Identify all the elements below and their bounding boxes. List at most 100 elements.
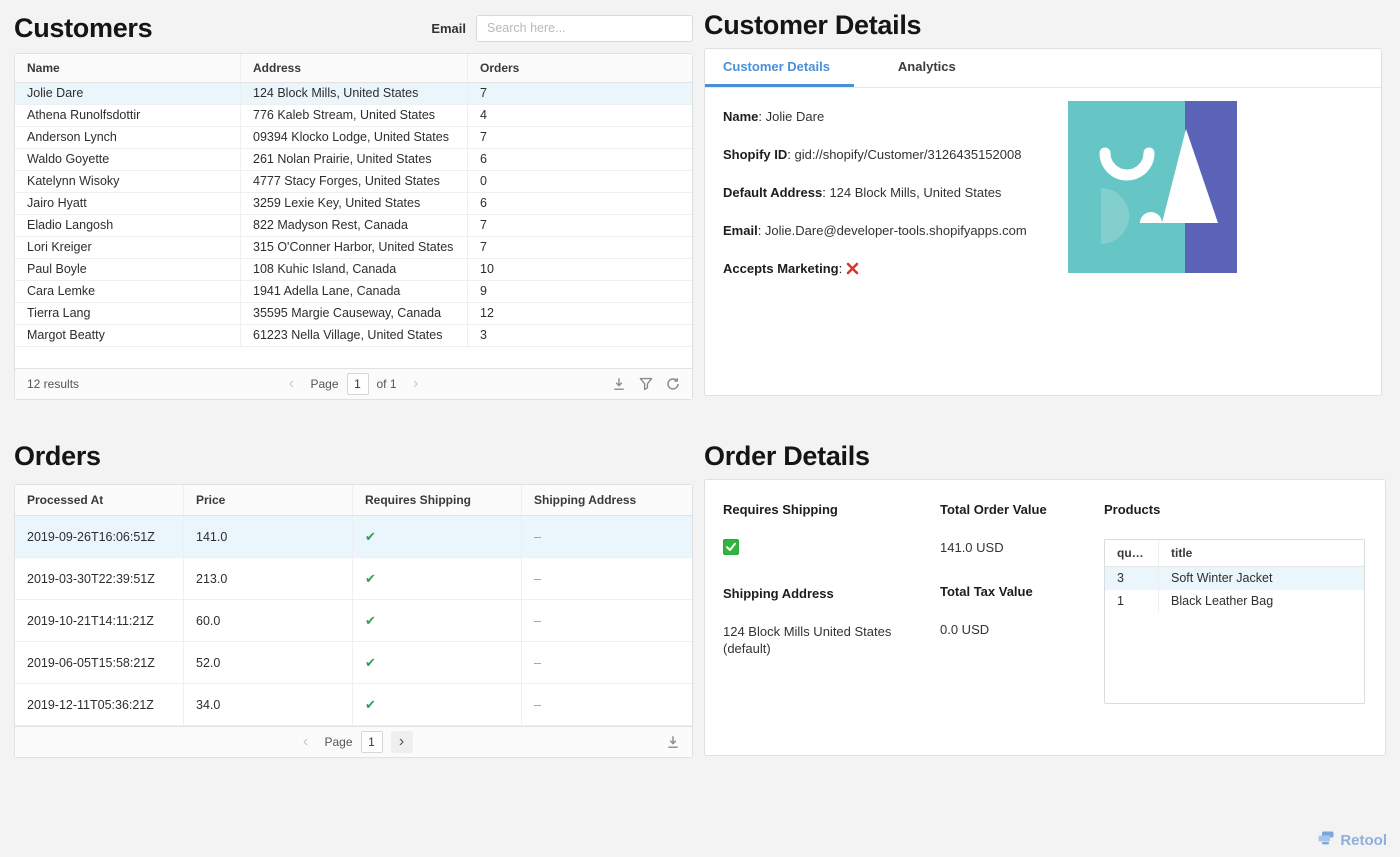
download-icon[interactable]	[666, 735, 680, 749]
order-processed-at-cell: 2019-10-21T14:11:21Z	[15, 600, 184, 641]
customer-row[interactable]: Anderson Lynch 09394 Klocko Lodge, Unite…	[15, 127, 692, 149]
customer-address-cell: 776 Kaleb Stream, United States	[241, 105, 468, 126]
column-header-processed-at[interactable]: Processed At	[15, 485, 184, 515]
customer-row[interactable]: Athena Runolfsdottir 776 Kaleb Stream, U…	[15, 105, 692, 127]
product-row[interactable]: 3 Soft Winter Jacket	[1105, 567, 1364, 590]
customer-row[interactable]: Cara Lemke 1941 Adella Lane, Canada 9	[15, 281, 692, 303]
customers-pager: ‹ Page of 1 ›	[280, 373, 426, 395]
retool-logo-text: Retool	[1340, 832, 1387, 849]
customer-avatar-image	[1068, 101, 1237, 278]
customer-row[interactable]: Eladio Langosh 822 Madyson Rest, Canada …	[15, 215, 692, 237]
email-search-label: Email	[431, 20, 466, 36]
customer-row[interactable]: Jolie Dare 124 Block Mills, United State…	[15, 83, 692, 105]
customer-orders-cell: 12	[480, 306, 494, 320]
orders-table-footer: ‹ Page ›	[15, 726, 692, 757]
product-title-cell: Black Leather Bag	[1171, 594, 1274, 608]
column-header-name[interactable]: Name	[15, 54, 241, 82]
orders-table-header: Processed At Price Requires Shipping Shi…	[15, 485, 692, 516]
column-header-shipping-address[interactable]: Shipping Address	[534, 493, 637, 507]
requires-shipping-check-icon: ✔	[353, 684, 522, 725]
customer-name-cell: Jairo Hyatt	[15, 193, 241, 214]
customer-details-tabbar: Customer Details Analytics	[705, 49, 1381, 88]
customers-title: Customers	[14, 12, 153, 43]
email-search-input[interactable]	[476, 14, 693, 42]
product-quantity-cell: 1	[1105, 590, 1159, 613]
customer-field: EmailJolie.Dare@developer-tools.shopifya…	[723, 223, 1083, 238]
order-row[interactable]: 2019-12-11T05:36:21Z 34.0 ✔ –	[15, 684, 692, 726]
customer-name-cell: Eladio Langosh	[15, 215, 241, 236]
order-row[interactable]: 2019-09-26T16:06:51Z 141.0 ✔ –	[15, 516, 692, 558]
customer-row[interactable]: Jairo Hyatt 3259 Lexie Key, United State…	[15, 193, 692, 215]
order-processed-at-cell: 2019-03-30T22:39:51Z	[15, 558, 184, 599]
column-header-requires-shipping[interactable]: Requires Shipping	[353, 485, 522, 515]
next-page-button[interactable]: ›	[412, 375, 419, 392]
customer-orders-cell: 6	[480, 152, 487, 166]
customers-table-header: Name Address Orders	[15, 54, 692, 83]
field-value: 124 Block Mills, United States	[829, 185, 1002, 200]
download-icon[interactable]	[612, 377, 626, 391]
shipping-address-value: 124 Block Mills United States (default)	[723, 624, 892, 656]
page-number-input[interactable]	[346, 373, 369, 395]
column-header-title[interactable]: title	[1171, 546, 1193, 560]
customer-orders-cell: 6	[480, 196, 487, 210]
orders-title: Orders	[14, 441, 101, 471]
customer-row[interactable]: Tierra Lang 35595 Margie Causeway, Canad…	[15, 303, 692, 325]
red-cross-mark-icon	[846, 262, 859, 278]
customer-orders-cell: 0	[480, 174, 487, 188]
next-page-button[interactable]: ›	[390, 731, 413, 753]
customer-orders-cell: 9	[480, 284, 487, 298]
column-header-address[interactable]: Address	[241, 54, 468, 82]
tab-analytics[interactable]: Analytics	[897, 59, 956, 74]
page-of-label: of 1	[376, 377, 397, 391]
order-shipping-address-cell: –	[534, 698, 541, 712]
green-check-box-icon	[722, 538, 740, 558]
field-value: Jolie.Dare@developer-tools.shopifyapps.c…	[764, 223, 1027, 238]
field-label: Accepts Marketing	[723, 261, 846, 276]
customer-name-cell: Cara Lemke	[15, 281, 241, 302]
field-label: Email	[723, 223, 765, 238]
customer-orders-cell: 3	[480, 328, 487, 342]
customer-row[interactable]: Katelynn Wisoky 4777 Stacy Forges, Unite…	[15, 171, 692, 193]
column-header-orders[interactable]: Orders	[480, 61, 520, 75]
order-shipping-address-cell: –	[534, 614, 541, 628]
column-header-quantity[interactable]: quantity	[1105, 540, 1159, 566]
refresh-icon[interactable]	[666, 377, 680, 391]
customer-details-section: Customer Details Customer Details Analyt…	[704, 10, 1382, 396]
page-number-input[interactable]	[360, 731, 383, 753]
customer-name-cell: Anderson Lynch	[15, 127, 241, 148]
customers-table-rows: Jolie Dare 124 Block Mills, United State…	[15, 83, 692, 347]
requires-shipping-check-icon: ✔	[353, 600, 522, 641]
product-row[interactable]: 1 Black Leather Bag	[1105, 590, 1364, 613]
order-row[interactable]: 2019-06-05T15:58:21Z 52.0 ✔ –	[15, 642, 692, 684]
order-processed-at-cell: 2019-09-26T16:06:51Z	[15, 516, 184, 557]
prev-page-button[interactable]: ‹	[288, 375, 295, 392]
page-label: Page	[324, 735, 353, 749]
order-price-cell: 52.0	[184, 642, 353, 683]
customer-row[interactable]: Paul Boyle 108 Kuhic Island, Canada 10	[15, 259, 692, 281]
field-label: Shopify ID	[723, 147, 795, 162]
customer-row[interactable]: Lori Kreiger 315 O'Conner Harbor, United…	[15, 237, 692, 259]
column-header-price[interactable]: Price	[184, 485, 353, 515]
filter-icon[interactable]	[639, 377, 653, 391]
order-details-title: Order Details	[704, 441, 870, 471]
orders-pager: ‹ Page ›	[294, 731, 413, 753]
order-row[interactable]: 2019-10-21T14:11:21Z 60.0 ✔ –	[15, 600, 692, 642]
prev-page-button[interactable]: ‹	[302, 733, 309, 750]
order-row[interactable]: 2019-03-30T22:39:51Z 213.0 ✔ –	[15, 558, 692, 600]
customer-row[interactable]: Waldo Goyette 261 Nolan Prairie, United …	[15, 149, 692, 171]
field-label: Default Address	[723, 185, 829, 200]
order-shipping-address-cell: –	[534, 572, 541, 586]
customer-details-panel: Customer Details Analytics NameJolie Dar…	[704, 48, 1382, 396]
order-processed-at-cell: 2019-12-11T05:36:21Z	[15, 684, 184, 725]
retool-badge[interactable]: Retool	[1318, 831, 1387, 850]
product-quantity-cell: 3	[1105, 567, 1159, 590]
products-label: Products	[1104, 502, 1161, 517]
product-title-cell: Soft Winter Jacket	[1171, 571, 1273, 585]
field-label: Name	[723, 109, 766, 124]
customer-name-cell: Waldo Goyette	[15, 149, 241, 170]
customer-row[interactable]: Margot Beatty 61223 Nella Village, Unite…	[15, 325, 692, 347]
customer-name-cell: Jolie Dare	[15, 83, 241, 104]
tab-customer-details[interactable]: Customer Details	[705, 49, 854, 87]
customers-table: Name Address Orders Jolie Dare 124 Block…	[14, 53, 693, 400]
